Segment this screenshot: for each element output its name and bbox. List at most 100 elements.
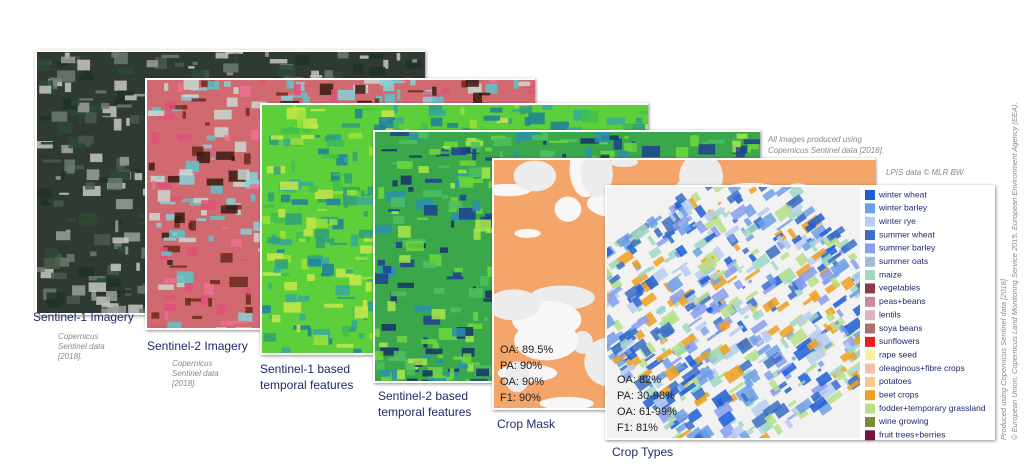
field [362,193,372,196]
field [776,300,790,313]
field [450,307,462,313]
field [713,401,734,420]
field [770,260,780,271]
field [717,201,722,206]
field [493,136,512,147]
field [850,258,860,270]
field [384,93,395,104]
field [149,213,161,221]
field [422,370,433,377]
field [275,238,293,246]
field [515,133,521,143]
field [738,455,746,462]
legend-label: lentils [879,309,901,319]
field [163,245,181,253]
field [528,112,545,125]
field [354,189,360,192]
field [152,107,162,112]
field [381,324,396,331]
field [43,257,61,270]
field [191,98,206,102]
field [467,363,474,372]
panel-credit: Copernicus [58,332,98,341]
field [416,198,434,210]
field [485,83,498,94]
field [819,226,833,238]
field [470,362,481,365]
field [424,178,442,183]
field [765,244,781,260]
field [429,149,441,155]
field [64,82,72,93]
field [56,231,71,241]
field [328,338,333,345]
field [432,342,440,353]
field [752,309,765,321]
field [740,448,759,466]
field [37,188,53,198]
field [428,367,443,378]
field [285,213,302,225]
field [847,340,860,354]
field [694,220,708,234]
field [390,132,409,137]
field [817,360,825,368]
field [187,246,199,256]
field [226,72,234,76]
field [787,290,798,301]
field [181,198,195,203]
field [215,52,229,59]
field [45,248,58,260]
field [728,324,744,338]
field [425,89,437,92]
field [762,400,783,418]
field [284,282,298,291]
field [468,152,475,156]
field [157,190,171,202]
field [490,107,503,113]
field [281,95,293,104]
field [105,290,118,302]
field [397,282,415,288]
field [361,276,374,280]
field [817,367,822,373]
field [823,323,831,332]
field [367,186,374,195]
field [818,244,838,262]
field [233,86,239,95]
field [422,190,442,198]
field [397,369,405,380]
field [269,59,288,64]
field [204,282,214,295]
field [711,301,728,315]
field [229,276,248,288]
field [759,439,770,450]
field [414,305,432,313]
field [620,363,636,377]
field [704,187,720,191]
field [185,298,191,306]
field [222,226,229,230]
field [686,456,693,463]
field [352,151,358,162]
legend-label: summer oats [879,256,928,266]
field [743,368,759,382]
field [113,305,119,313]
field [745,264,757,274]
field [210,279,221,285]
field [330,172,341,182]
legend-swatch [865,416,875,427]
field [687,197,699,210]
field [607,294,620,308]
field [51,111,68,122]
field [657,332,667,344]
legend-swatch [865,376,875,387]
field [738,430,752,438]
field [735,446,756,465]
field [96,296,110,305]
field [726,457,741,468]
field [66,254,75,263]
field [652,255,666,267]
field [631,259,642,270]
field [182,111,186,119]
